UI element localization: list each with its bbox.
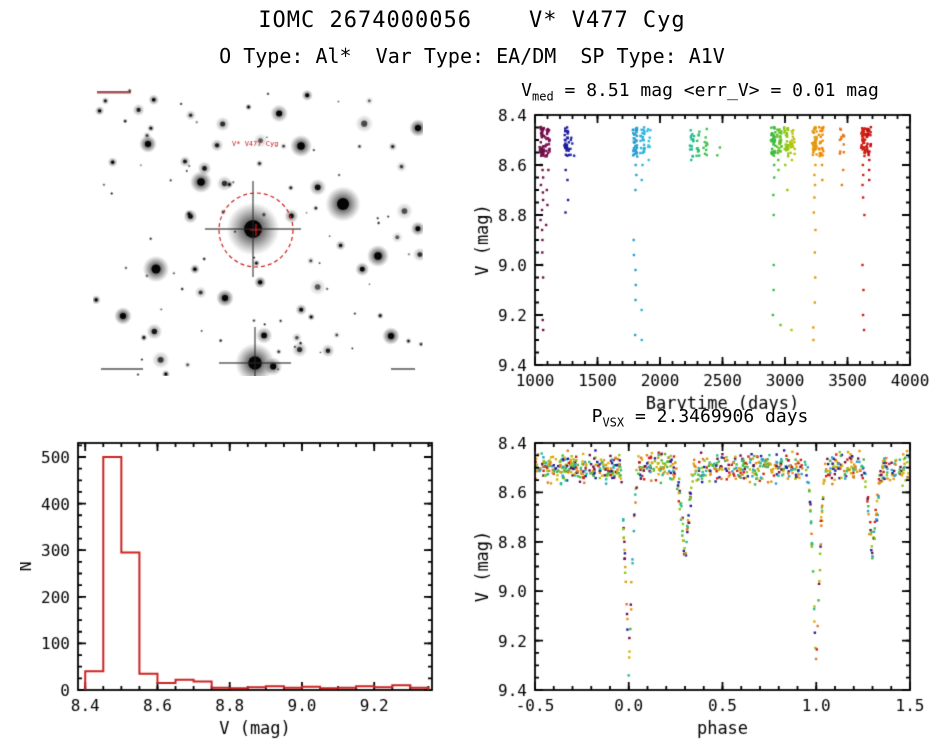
page-title: IOMC 2674000056 V* V477 Cyg (258, 8, 686, 33)
lightcurve-title: Vmed = 8.51 mag <err_V> = 0.01 mag (460, 80, 940, 104)
phase-folded-chart (460, 428, 940, 743)
phase-title: PVSX = 2.3469906 days (460, 406, 940, 430)
page-subtitle: O Type: Al* Var Type: EA/DM SP Type: A1V (219, 44, 725, 68)
phase-title-prefix: P (591, 406, 603, 427)
star-field-image (93, 86, 423, 376)
lightcurve-title-prefix: V (521, 80, 533, 101)
lightcurve-chart (460, 100, 940, 410)
phase-title-sub: VSX (602, 415, 625, 430)
histogram-chart (20, 428, 460, 743)
lightcurve-title-rest: = 8.51 mag <err_V> = 0.01 mag (553, 80, 879, 101)
phase-title-rest: = 2.3469906 days (624, 406, 809, 427)
